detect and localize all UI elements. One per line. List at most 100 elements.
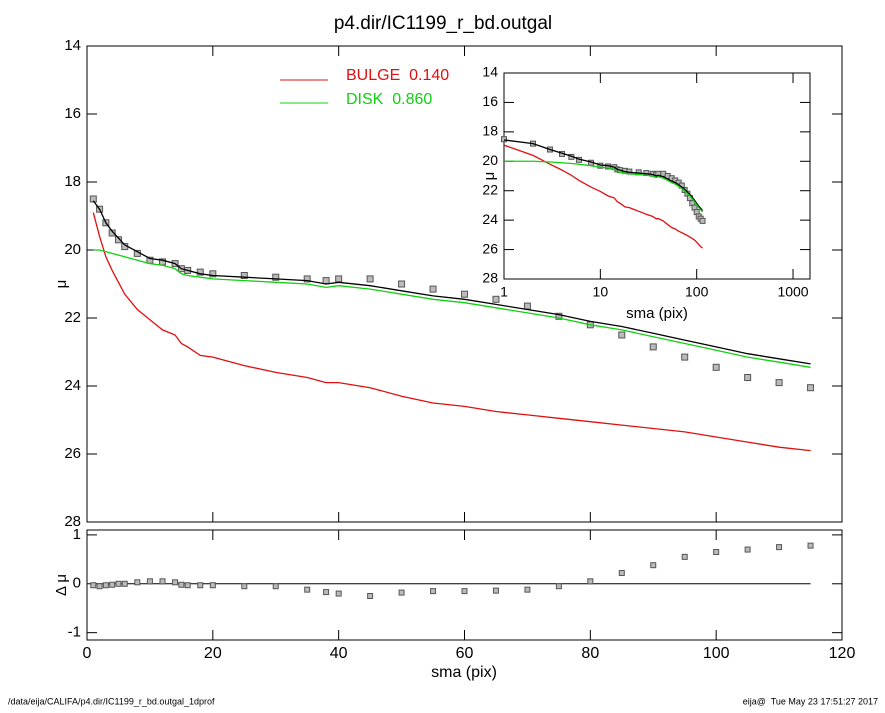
data-point bbox=[523, 302, 531, 310]
data-point bbox=[367, 593, 374, 599]
y-tick-label: 14 bbox=[64, 37, 81, 54]
data-point bbox=[649, 343, 657, 351]
data-point bbox=[241, 583, 248, 590]
data-point bbox=[501, 136, 507, 143]
data-point bbox=[398, 589, 405, 596]
data-point bbox=[775, 379, 783, 387]
data-point bbox=[618, 570, 625, 577]
y-tick-label: 26 bbox=[64, 445, 81, 462]
x-tick-label: 1000 bbox=[777, 284, 808, 300]
data-point bbox=[272, 273, 280, 281]
data-point bbox=[146, 578, 153, 585]
data-point bbox=[178, 581, 185, 588]
data-point bbox=[184, 582, 191, 589]
x-tick-label: 80 bbox=[581, 645, 599, 662]
plot-frame bbox=[86, 45, 843, 523]
data-point bbox=[115, 580, 122, 587]
data-point bbox=[712, 363, 720, 371]
data-point bbox=[240, 272, 248, 279]
y-tick-label: -1 bbox=[68, 624, 81, 641]
data-point bbox=[89, 195, 97, 203]
data-point bbox=[272, 583, 279, 590]
data-point bbox=[134, 579, 141, 586]
y-tick-label: 28 bbox=[482, 270, 498, 286]
data-point bbox=[681, 553, 688, 560]
x-tick-label: 10 bbox=[593, 284, 609, 300]
series-line bbox=[92, 212, 811, 452]
y-tick-label: 1 bbox=[73, 526, 81, 543]
data-point bbox=[713, 549, 720, 555]
x-tick-label: 100 bbox=[703, 645, 730, 662]
data-point bbox=[335, 590, 342, 597]
data-point bbox=[699, 217, 706, 224]
data-point bbox=[398, 280, 406, 288]
data-point bbox=[209, 270, 217, 278]
y-tick-label: 20 bbox=[482, 152, 498, 168]
x-tick-label: 40 bbox=[330, 645, 348, 662]
data-point bbox=[197, 582, 204, 589]
series-line bbox=[503, 144, 703, 249]
data-point bbox=[108, 229, 116, 237]
data-point bbox=[159, 578, 166, 585]
data-point bbox=[744, 374, 752, 381]
plot-frame bbox=[503, 72, 811, 280]
data-point bbox=[102, 582, 109, 589]
y-tick-label: 28 bbox=[64, 513, 81, 530]
data-point bbox=[524, 586, 531, 593]
y-axis-label: Δ μ bbox=[53, 574, 70, 596]
y-tick-label: 16 bbox=[482, 93, 498, 109]
y-tick-label: 20 bbox=[64, 241, 81, 258]
data-point bbox=[90, 582, 97, 589]
x-tick-label: 120 bbox=[829, 645, 856, 662]
data-point bbox=[114, 236, 122, 244]
y-tick-label: 16 bbox=[64, 105, 81, 122]
data-point bbox=[555, 583, 562, 590]
y-tick-label: 22 bbox=[482, 181, 498, 197]
data-point bbox=[650, 562, 657, 569]
inset-x-axis-label: sma (pix) bbox=[626, 305, 688, 322]
data-point bbox=[109, 581, 116, 588]
data-point bbox=[461, 588, 468, 595]
data-point bbox=[121, 580, 128, 587]
y-tick-label: 24 bbox=[482, 211, 498, 227]
data-point bbox=[807, 542, 814, 549]
data-point bbox=[492, 587, 499, 594]
data-point bbox=[492, 295, 500, 303]
data-point bbox=[681, 353, 689, 361]
legend-label: DISK 0.860 bbox=[346, 91, 432, 108]
series-line bbox=[92, 200, 811, 365]
footer-right: eija@ Tue May 23 17:51:27 2017 bbox=[743, 696, 878, 706]
y-tick-label: 14 bbox=[482, 64, 498, 80]
data-point bbox=[323, 589, 330, 596]
data-point bbox=[335, 275, 343, 283]
data-point bbox=[304, 586, 311, 593]
x-tick-label: 100 bbox=[685, 284, 709, 300]
y-tick-label: 24 bbox=[64, 377, 81, 394]
data-point bbox=[209, 582, 216, 589]
x-tick-label: 20 bbox=[204, 645, 222, 662]
data-point bbox=[366, 275, 374, 283]
data-point bbox=[776, 544, 783, 551]
legend-label: BULGE 0.140 bbox=[346, 67, 449, 84]
data-point bbox=[618, 331, 626, 339]
x-tick-label: 1 bbox=[500, 284, 508, 300]
data-point bbox=[303, 275, 311, 283]
data-point bbox=[555, 312, 563, 320]
x-tick-label: 0 bbox=[83, 645, 92, 662]
series-line bbox=[503, 139, 704, 211]
x-tick-label: 60 bbox=[456, 645, 474, 662]
data-point bbox=[587, 578, 594, 585]
y-tick-label: 18 bbox=[64, 173, 81, 190]
y-axis-label: μ bbox=[53, 280, 70, 289]
chart-title: p4.dir/IC1199_r_bd.outgal bbox=[334, 13, 552, 34]
data-point bbox=[322, 277, 330, 285]
data-point bbox=[461, 290, 468, 298]
data-point bbox=[744, 546, 751, 553]
inset-y-axis-label: μ bbox=[481, 172, 498, 181]
series-line bbox=[93, 249, 811, 368]
data-point bbox=[807, 384, 815, 392]
data-point bbox=[429, 285, 437, 293]
series-line bbox=[504, 160, 704, 213]
y-tick-label: 18 bbox=[482, 123, 498, 139]
